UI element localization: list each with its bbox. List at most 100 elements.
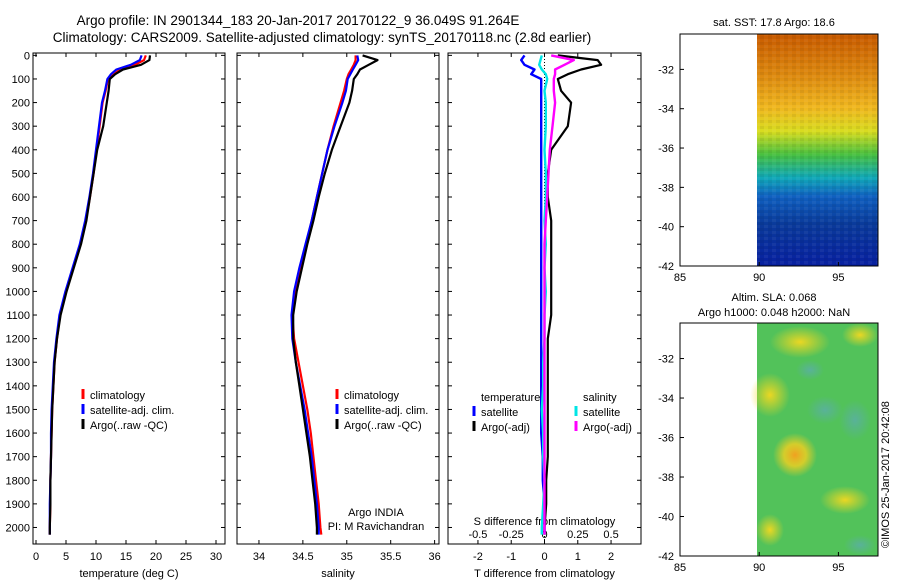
map-y-tick-label: -34 [658,393,674,405]
temperature-series-1 [48,55,143,535]
depth-tick-label: 2000 [6,522,30,534]
map-y-tick-label: -42 [658,551,674,563]
s-tick-label: 0 [541,529,547,541]
sla-anomaly-high [750,373,790,417]
difference-series-0 [520,54,546,535]
legend-label: satellite [481,407,518,419]
x-axis-label: salinity [321,568,355,580]
legend-header: salinity [583,392,617,404]
x-tick-label: 1 [575,551,581,563]
depth-tick-label: 1300 [6,357,30,369]
sst-map-panel: sat. SST: 17.8 Argo: 18.6 [658,17,879,284]
x-axis-label: T difference from climatology [474,568,615,580]
depth-tick-label: 900 [12,263,30,275]
map-y-tick-label: -32 [658,354,674,366]
x-tick-label: 25 [180,551,192,563]
sla-map-frame [679,322,879,557]
legend-label: climatology [344,390,400,402]
map-y-tick-label: -36 [658,143,674,155]
legend-label: satellite-adj. clim. [344,405,428,417]
map-x-tick-label: 95 [832,562,844,574]
x-tick-label: 35.5 [380,551,401,563]
x-tick-label: 34.5 [292,551,313,563]
depth-tick-label: 1600 [6,428,30,440]
figure-title-line1: Argo profile: IN 2901344_183 20-Jan-2017… [77,13,520,28]
map-x-tick-label: 90 [753,562,765,574]
sla-anomaly-highest [773,433,817,477]
x-tick-label: 0 [33,551,39,563]
difference-panel: -2 -1 0 1 2 T difference from climatology -0.5… [447,52,642,580]
map-y-tick-label: -34 [658,104,674,116]
x-tick-label: 15 [120,551,132,563]
legend-header: temperature [481,392,540,404]
depth-tick-label: 1800 [6,475,30,487]
sst-map-frame [679,33,879,267]
legend-label: Argo(-adj) [583,422,632,434]
sla-map-title-line2: Argo h1000: 0.048 h2000: NaN [698,307,850,319]
depth-tick-label: 200 [12,98,30,110]
temperature-panel: 0100200300400500600700800900100011001200… [6,50,226,580]
sla-anomaly-high [756,514,784,546]
sla-anomaly-low [844,535,876,555]
depth-tick-label: 1500 [6,404,30,416]
depth-tick-label: 600 [12,192,30,204]
depth-tick-label: 1900 [6,499,30,511]
x-axis-label: temperature (deg C) [79,568,178,580]
s-tick-label: -0.5 [468,529,487,541]
sla-anomaly-low [807,396,843,424]
sla-anomaly-low [839,400,871,440]
map-y-tick-label: -42 [658,261,674,273]
x-tick-label: 2 [608,551,614,563]
float-pi-label: PI: M Ravichandran [328,521,425,533]
difference-series-3 [543,54,575,535]
depth-tick-label: 700 [12,216,30,228]
x-tick-label: 30 [210,551,222,563]
legend-label: Argo(..raw -QC) [344,420,422,432]
sla-map-title-line1: Altim. SLA: 0.068 [732,292,817,304]
x-tick-label: 34 [253,551,265,563]
temperature-series-2 [48,55,152,535]
depth-tick-label: 1200 [6,334,30,346]
map-x-tick-label: 95 [832,272,844,284]
x-tick-label: 10 [90,551,102,563]
salinity-panel: 34 34.5 35 35.5 36 salinity climatology satelli… [236,52,441,580]
depth-tick-label: 300 [12,121,30,133]
depth-tick-label: 400 [12,145,30,157]
s-tick-label: 0.25 [567,529,588,541]
sla-anomaly-high [820,486,870,514]
figure-title-line2: Climatology: CARS2009. Satellite-adjuste… [53,30,592,45]
legend-label: satellite [583,407,620,419]
sla-map-panel: Altim. SLA: 0.068 Argo h1000: 0.048 h200… [658,292,879,574]
depth-tick-label: 100 [12,74,30,86]
legend-label: Argo(..raw -QC) [90,420,168,432]
salinity-frame [236,52,440,545]
legend-label: satellite-adj. clim. [90,405,174,417]
depth-tick-label: 1700 [6,452,30,464]
x-tick-label: -1 [506,551,516,563]
map-x-tick-label: 90 [753,272,765,284]
map-y-tick-label: -40 [658,222,674,234]
depth-tick-label: 0 [24,50,30,62]
footer-credit: ©IMOS 25-Jan-2017 20:42:08 [880,401,892,548]
sla-anomaly-low [796,360,824,380]
map-x-tick-label: 85 [674,272,686,284]
map-y-tick-label: -38 [658,472,674,484]
temperature-frame [32,52,226,545]
x-tick-label: 5 [63,551,69,563]
x-tick-label: 36 [428,551,440,563]
salinity-series-0 [291,55,357,535]
sla-anomaly-high [842,323,878,347]
float-program-label: Argo INDIA [348,507,404,519]
depth-tick-label: 1000 [6,286,30,298]
map-y-tick-label: -36 [658,433,674,445]
s-tick-label: -0.25 [499,529,524,541]
sst-heatmap-texture [757,34,878,266]
difference-series-1 [543,54,603,535]
sla-anomaly-high [770,326,830,358]
map-y-tick-label: -32 [658,64,674,76]
map-x-tick-label: 85 [674,562,686,574]
depth-tick-label: 1400 [6,381,30,393]
depth-tick-label: 800 [12,239,30,251]
map-y-tick-label: -40 [658,512,674,524]
